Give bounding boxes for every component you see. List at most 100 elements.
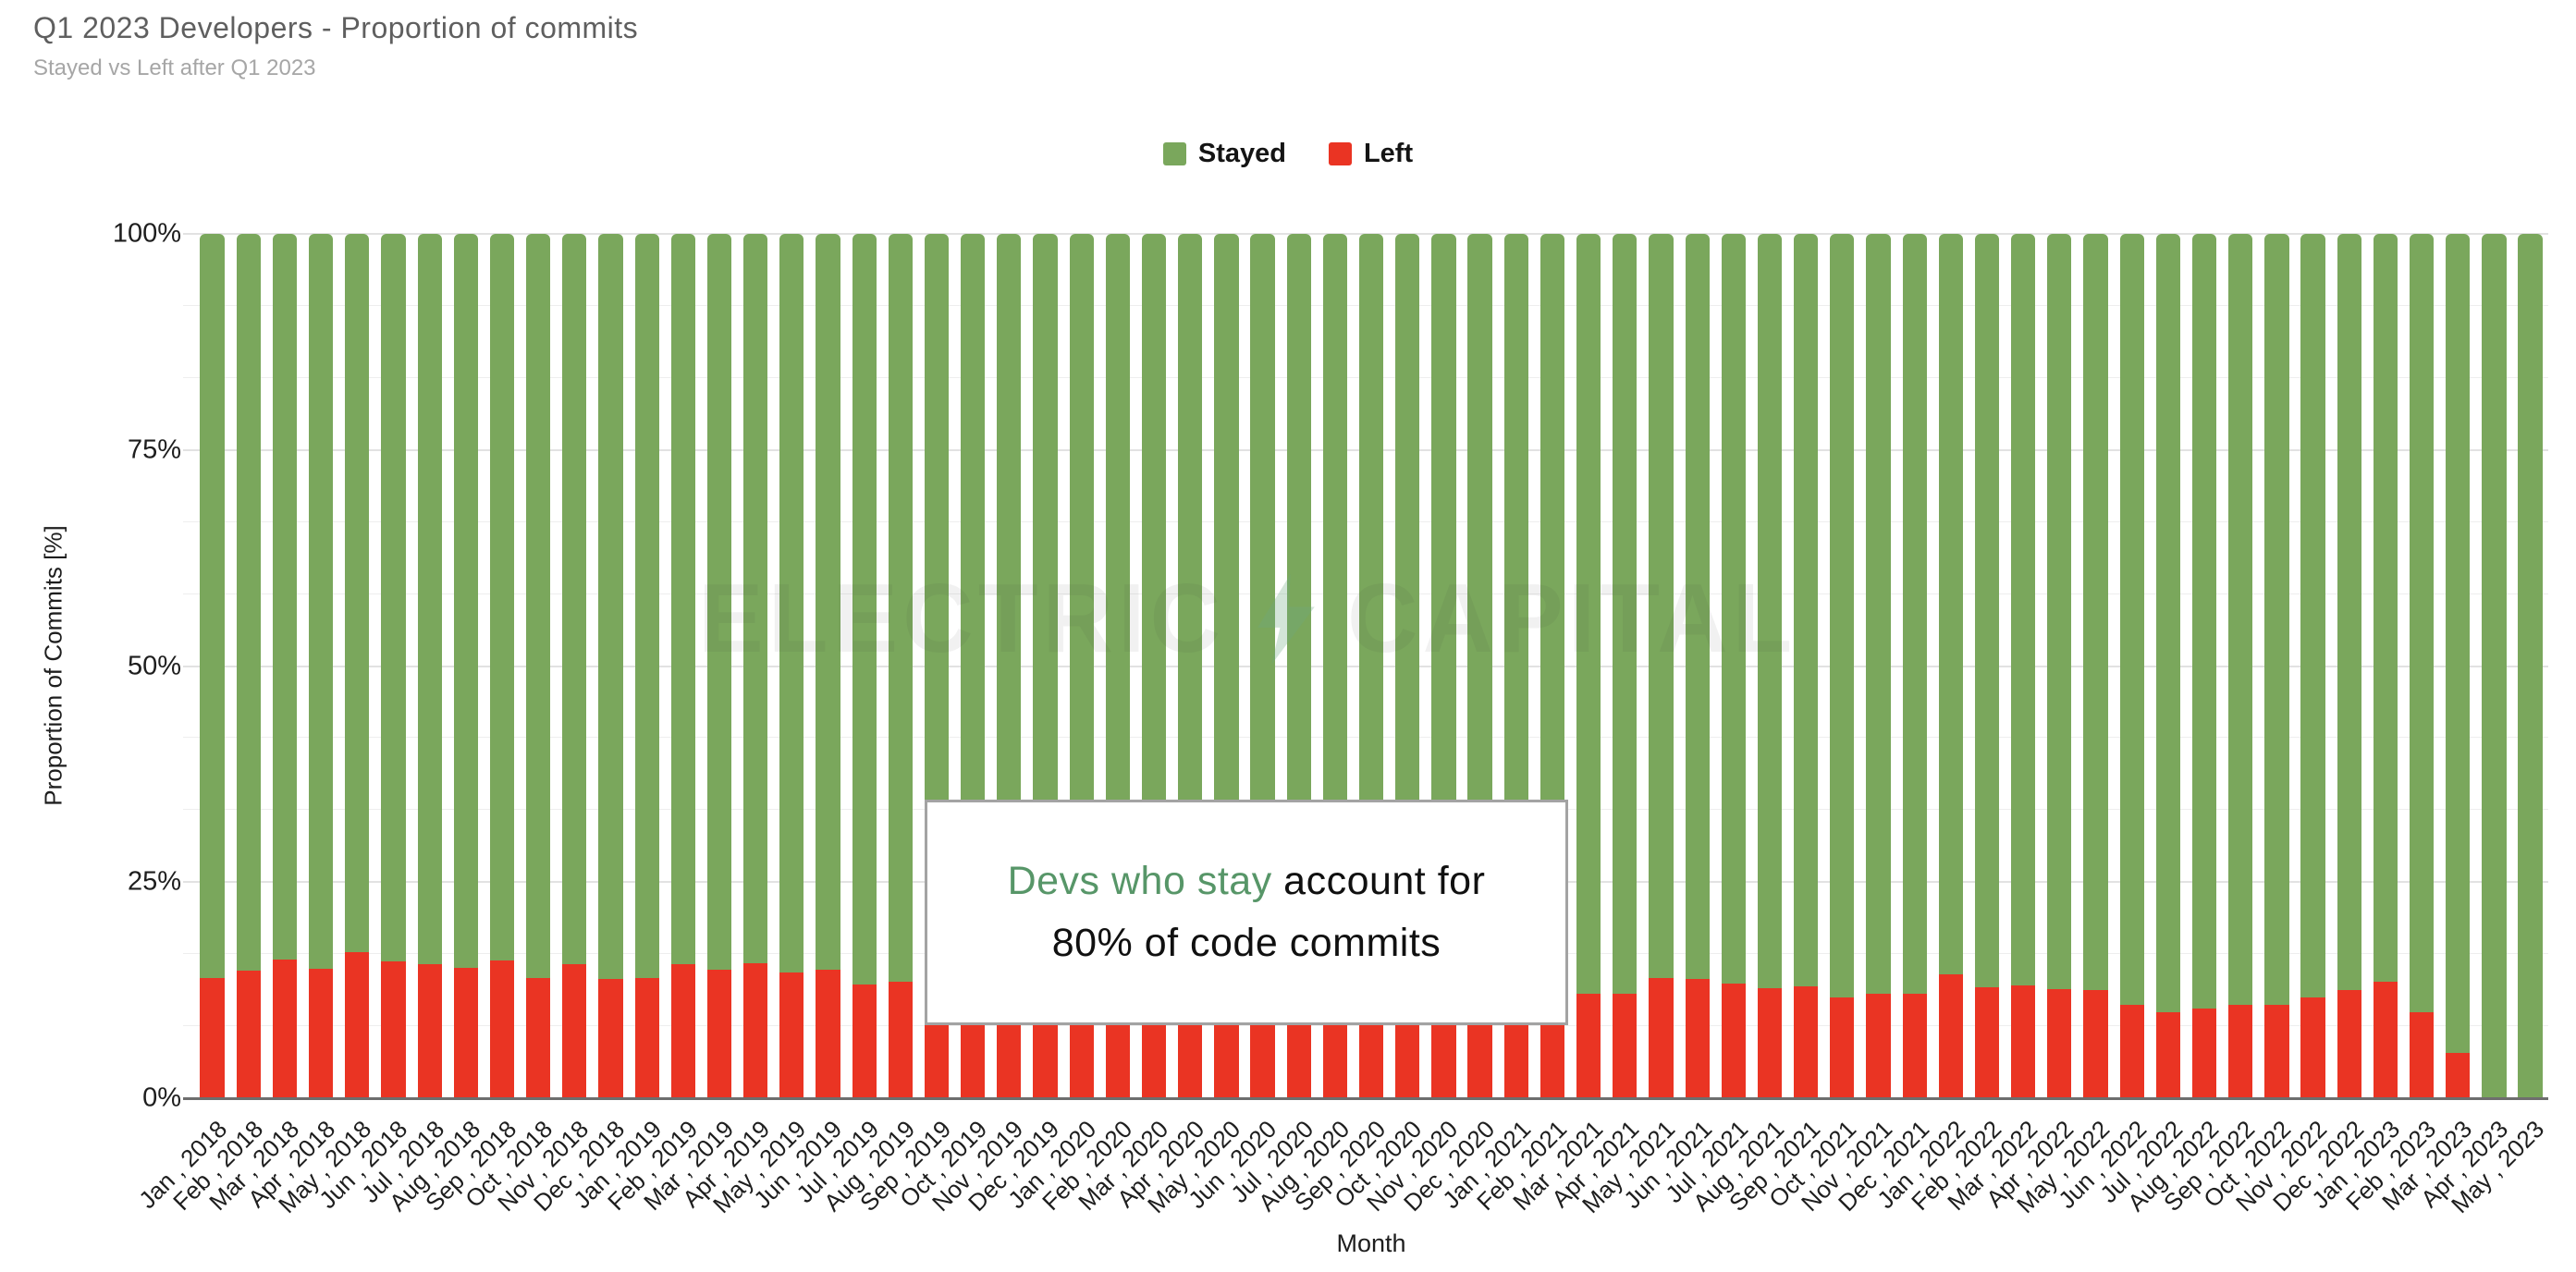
annotation-box: Devs who stay account for 80% of code co…: [925, 800, 1568, 1025]
stacked-bar: [1613, 234, 1638, 1098]
bar-stayed-segment: [2228, 234, 2253, 1006]
bar-group: [1896, 234, 1932, 1098]
bar-stayed-segment: [779, 234, 804, 972]
bar-stayed-segment: [743, 234, 768, 964]
bar-stayed-segment: [2119, 234, 2144, 1006]
chart-title: Q1 2023 Developers - Proportion of commi…: [33, 11, 639, 44]
bar-left-segment: [888, 981, 913, 1098]
y-tick-label: 100%: [112, 218, 181, 249]
legend-label-stayed: Stayed: [1197, 139, 1286, 168]
bar-series: [194, 234, 2548, 1098]
stacked-bar: [2446, 234, 2471, 1098]
bar-group: [2114, 234, 2150, 1098]
bar-stayed-segment: [2337, 234, 2361, 991]
legend-label-left: Left: [1363, 139, 1414, 168]
bar-stayed-segment: [1938, 234, 1963, 975]
stacked-bar: [2011, 234, 2036, 1098]
bar-left-segment: [779, 972, 804, 1098]
stacked-bar: [779, 234, 804, 1098]
gridline: [183, 233, 2548, 235]
bar-left-segment: [1794, 986, 1819, 1098]
bar-left-segment: [1830, 997, 1855, 1098]
y-tick-label: 75%: [127, 434, 181, 465]
bar-group: [2331, 234, 2367, 1098]
bar-group: [1969, 234, 2005, 1098]
bar-stayed-segment: [2155, 234, 2180, 1012]
x-axis-baseline: [183, 1097, 2548, 1100]
stacked-bar: [381, 234, 406, 1098]
bar-group: [230, 234, 266, 1098]
bar-group: [375, 234, 411, 1098]
stacked-bar: [598, 234, 623, 1098]
bar-left-segment: [2011, 985, 2036, 1098]
bar-group: [1571, 234, 1607, 1098]
bar-stayed-segment: [888, 234, 913, 982]
bar-left-segment: [417, 964, 442, 1098]
bar-stayed-segment: [562, 234, 587, 965]
bar-group: [2476, 234, 2512, 1098]
annotation-text: Devs who stay account for 80% of code co…: [1008, 850, 1486, 973]
bar-stayed-segment: [489, 234, 515, 961]
bar-group: [2186, 234, 2222, 1098]
bar-stayed-segment: [2300, 234, 2325, 997]
bar-group: [194, 234, 230, 1098]
bar-stayed-segment: [417, 234, 442, 965]
bar-stayed-segment: [670, 234, 695, 965]
stacked-bar: [2518, 234, 2543, 1098]
bar-group: [2367, 234, 2403, 1098]
bar-group: [882, 234, 918, 1098]
bar-left-segment: [308, 968, 334, 1098]
bar-left-segment: [1721, 983, 1746, 1098]
bar-stayed-segment: [272, 234, 298, 960]
bar-left-segment: [1757, 988, 1783, 1098]
bar-stayed-segment: [2518, 234, 2543, 1098]
bar-group: [629, 234, 665, 1098]
bar-stayed-segment: [1830, 234, 1855, 997]
bar-group: [2006, 234, 2042, 1098]
legend-swatch-left-icon: [1328, 142, 1352, 165]
bar-left-segment: [2373, 981, 2398, 1098]
bar-stayed-segment: [1794, 234, 1819, 987]
bar-left-segment: [670, 964, 695, 1098]
bar-group: [339, 234, 375, 1098]
stacked-bar: [272, 234, 298, 1098]
stacked-bar: [345, 234, 370, 1098]
bar-group: [2078, 234, 2114, 1098]
bar-left-segment: [2083, 990, 2108, 1098]
bar-left-segment: [562, 964, 587, 1098]
bar-left-segment: [1576, 993, 1601, 1098]
stacked-bar: [417, 234, 442, 1098]
stacked-bar: [1649, 234, 1674, 1098]
bar-left-segment: [2337, 990, 2361, 1098]
stacked-bar: [1685, 234, 1710, 1098]
bar-left-segment: [2264, 1005, 2289, 1098]
bar-left-segment: [345, 952, 370, 1098]
bar-group: [1788, 234, 1824, 1098]
bar-stayed-segment: [2264, 234, 2289, 1006]
bar-group: [810, 234, 846, 1098]
bar-left-segment: [1685, 978, 1710, 1098]
bar-group: [1751, 234, 1787, 1098]
bar-group: [774, 234, 810, 1098]
bar-stayed-segment: [816, 234, 840, 970]
bar-group: [665, 234, 701, 1098]
bar-left-segment: [381, 961, 406, 1098]
bar-left-segment: [2119, 1005, 2144, 1098]
bar-left-segment: [2155, 1011, 2180, 1098]
annotation-rest-line1: account for: [1271, 859, 1486, 904]
stacked-bar: [526, 234, 551, 1098]
bar-group: [1679, 234, 1715, 1098]
bar-stayed-segment: [2011, 234, 2036, 986]
bar-group: [557, 234, 593, 1098]
stacked-bar: [453, 234, 478, 1098]
bar-left-segment: [598, 978, 623, 1098]
legend-item-left: Left: [1328, 139, 1414, 169]
bar-left-segment: [489, 960, 515, 1098]
bar-stayed-segment: [2047, 234, 2072, 990]
stacked-bar: [2300, 234, 2325, 1098]
bar-group: [2403, 234, 2439, 1098]
stacked-bar: [1866, 234, 1891, 1098]
bar-left-segment: [2191, 1008, 2217, 1098]
bar-group: [701, 234, 737, 1098]
